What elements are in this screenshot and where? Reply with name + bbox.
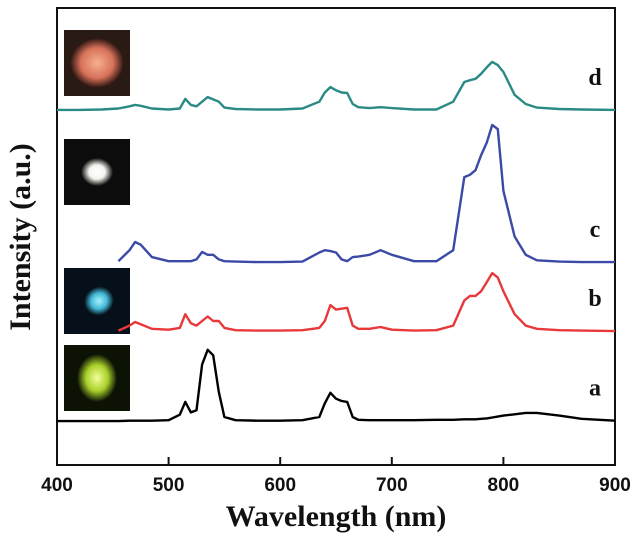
series-line	[117, 123, 615, 264]
inset-spot	[70, 38, 124, 88]
x-tick-label: 500	[153, 475, 185, 496]
insets	[64, 30, 130, 411]
x-tick-label: 900	[599, 475, 631, 496]
x-tick-label: 800	[488, 475, 520, 496]
series-label: a	[589, 376, 601, 402]
x-tick-label: 700	[376, 475, 408, 496]
x-tick-label: 400	[41, 475, 73, 496]
y-axis-title: Intensity (a.u.)	[4, 143, 37, 331]
series-line	[57, 60, 616, 112]
series-label: b	[588, 286, 601, 312]
x-tick-label: 600	[264, 475, 296, 496]
plot-frame	[56, 7, 616, 466]
inset-spot	[77, 354, 117, 402]
series-label: c	[590, 217, 601, 243]
series-label: d	[588, 65, 602, 91]
x-axis-title: Wavelength (nm)	[226, 500, 447, 533]
series-line	[117, 271, 616, 333]
inset-spot	[84, 286, 114, 316]
series-line	[57, 348, 616, 423]
inset-spot	[81, 158, 113, 186]
